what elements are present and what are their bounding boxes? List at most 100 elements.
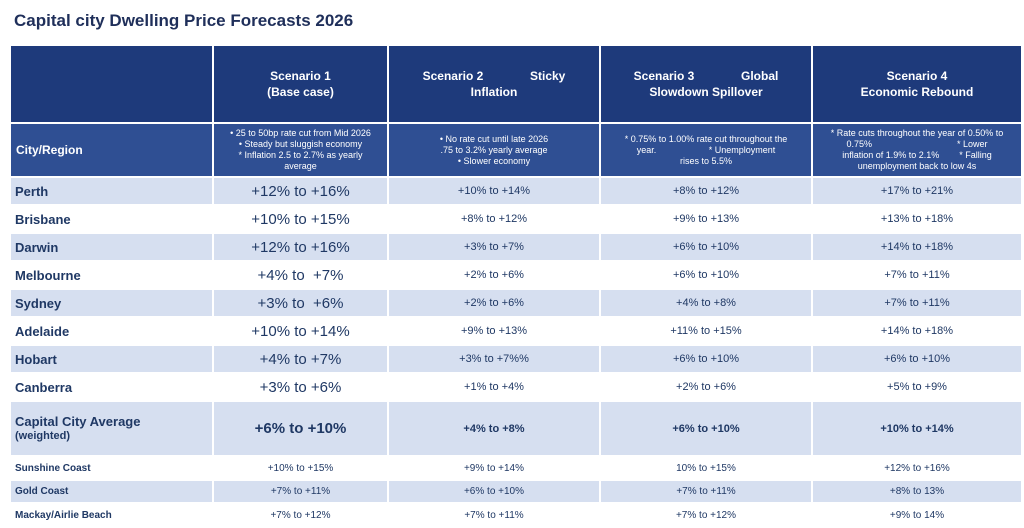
forecast-value: +9% to 14%: [889, 509, 945, 521]
heading-line: Scenario 2 Sticky: [422, 69, 566, 83]
forecast-cell: +2% to +6%: [600, 373, 812, 401]
city-name: Mackay/Airlie Beach: [15, 509, 112, 521]
scenario-notes: • 25 to 50bp rate cut from Mid 2026 • Ste…: [213, 123, 388, 177]
forecast-value: +14% to +18%: [880, 325, 954, 337]
city-name: Sydney: [15, 295, 62, 311]
forecast-cell: +3% to +7%%: [388, 345, 600, 373]
forecast-value: +8% to +12%: [672, 185, 740, 197]
forecast-cell: +8% to 13%: [812, 480, 1022, 503]
forecast-cell: +12% to +16%: [812, 456, 1022, 480]
city-name: Canberra: [15, 379, 73, 395]
forecast-cell: +3% to +7%: [388, 233, 600, 261]
city-cell: Darwin: [10, 233, 213, 261]
forecast-cell: +6% to +10%: [600, 261, 812, 289]
note-line: • Steady but sluggish economy: [238, 139, 363, 149]
forecast-cell: +8% to +12%: [388, 205, 600, 233]
forecast-value: +10% to +15%: [267, 462, 334, 474]
forecast-value: +5% to +9%: [887, 381, 947, 393]
note-line: * Rate cuts throughout the year of 0.50%…: [830, 128, 1004, 138]
forecast-cell: +6% to +10%: [600, 401, 812, 456]
forecast-cell: 10% to +15%: [600, 456, 812, 480]
forecast-cell: +12% to +16%: [213, 177, 388, 205]
note-line: rises to 5.5%: [679, 155, 733, 166]
city-name: Hobart: [15, 351, 57, 367]
forecast-value: +14% to +18%: [880, 241, 954, 253]
city-cell: Sydney: [10, 289, 213, 317]
city-cell: Perth: [10, 177, 213, 205]
forecast-cell: +10% to +15%: [213, 205, 388, 233]
forecast-cell: +11% to +15%: [600, 317, 812, 345]
forecast-value: +17% to +21%: [880, 185, 954, 197]
forecast-cell: +6% to +10%: [600, 233, 812, 261]
forecast-cell: +3% to +6%: [213, 373, 388, 401]
forecast-value: +3% to +6%: [257, 294, 344, 312]
forecast-value: +6% to +10%: [672, 353, 740, 365]
forecast-cell: +7% to +11%: [213, 480, 388, 503]
forecast-cell: +12% to +16%: [213, 233, 388, 261]
forecast-cell: +14% to +18%: [812, 233, 1022, 261]
note-line: unemployment back to low 4s: [857, 161, 977, 171]
forecast-cell: +9% to +14%: [388, 456, 600, 480]
forecast-cell: +6% to +10%: [213, 401, 388, 456]
forecast-value: +12% to +16%: [884, 462, 950, 474]
forecast-value: +12% to +16%: [251, 182, 350, 200]
note-line: 0.75% * Lower: [846, 139, 988, 149]
city-cell: Canberra: [10, 373, 213, 401]
city-cell: Gold Coast: [10, 480, 213, 503]
heading-line: Scenario 4: [886, 69, 948, 83]
forecast-cell: +5% to +9%: [812, 373, 1022, 401]
forecast-cell: +4% to +7%: [213, 345, 388, 373]
note-line: • Slower economy: [457, 155, 531, 166]
scenario-heading: Scenario 3 Global Slowdown Spillover: [600, 45, 812, 123]
city-name: Perth: [15, 183, 49, 199]
header-cell: [10, 45, 213, 123]
city-name: Capital City Average: [15, 413, 141, 429]
forecast-value: +6% to +10%: [254, 420, 347, 437]
city-name: Adelaide: [15, 323, 70, 339]
forecast-value: +3% to +6%: [259, 378, 342, 396]
forecast-cell: +7% to +12%: [213, 503, 388, 527]
forecast-cell: +7% to +11%: [388, 503, 600, 527]
forecast-value: +12% to +16%: [251, 238, 350, 256]
forecast-cell: +4% to +7%: [213, 261, 388, 289]
forecast-value: +6% to +10%: [463, 486, 525, 497]
forecast-cell: +10% to +15%: [213, 456, 388, 480]
forecast-value: +10% to +14%: [251, 322, 350, 340]
note-line: • 25 to 50bp rate cut from Mid 2026: [230, 128, 371, 138]
note-line: * 0.75% to 1.00% rate cut throughout the: [624, 133, 788, 144]
forecast-value: +6% to +10%: [672, 422, 740, 435]
forecast-value: 10% to +15%: [676, 462, 736, 474]
city-name: Melbourne: [15, 267, 81, 283]
forecast-value: +3% to +7%%: [459, 353, 529, 365]
forecast-value: +13% to +18%: [880, 213, 954, 225]
note-line: year. * Unemployment: [636, 144, 776, 155]
forecast-cell: +10% to +14%: [213, 317, 388, 345]
forecast-value: +10% to +14%: [457, 185, 531, 197]
forecast-cell: +6% to +10%: [812, 345, 1022, 373]
forecast-value: +4% to +8%: [676, 297, 736, 309]
heading-line: Economic Rebound: [860, 85, 974, 99]
city-cell: Hobart: [10, 345, 213, 373]
forecast-cell: +2% to +6%: [388, 261, 600, 289]
forecast-value: +2% to +6%: [464, 269, 524, 281]
forecast-value: +8% to +12%: [460, 213, 528, 225]
forecast-cell: +9% to +13%: [388, 317, 600, 345]
forecast-value: +4% to +8%: [463, 422, 525, 435]
heading-line: Scenario 1: [270, 69, 331, 83]
forecast-cell: +4% to +8%: [600, 289, 812, 317]
city-cell: Brisbane: [10, 205, 213, 233]
forecast-value: +7% to +11%: [676, 486, 736, 497]
forecast-value: +9% to +13%: [672, 213, 740, 225]
forecast-value: +2% to +6%: [676, 381, 736, 393]
city-cell: Melbourne: [10, 261, 213, 289]
forecast-value: +9% to +14%: [463, 462, 525, 474]
forecast-value: +4% to +7%: [257, 266, 344, 284]
forecast-cell: +9% to 14%: [812, 503, 1022, 527]
heading-line: Slowdown Spillover: [649, 85, 763, 99]
forecast-value: +7% to +11%: [884, 269, 950, 281]
forecast-cell: +6% to +10%: [600, 345, 812, 373]
forecast-value: +7% to +12%: [675, 509, 737, 521]
forecast-value: +7% to +11%: [464, 509, 524, 521]
forecast-cell: +10% to +14%: [812, 401, 1022, 456]
